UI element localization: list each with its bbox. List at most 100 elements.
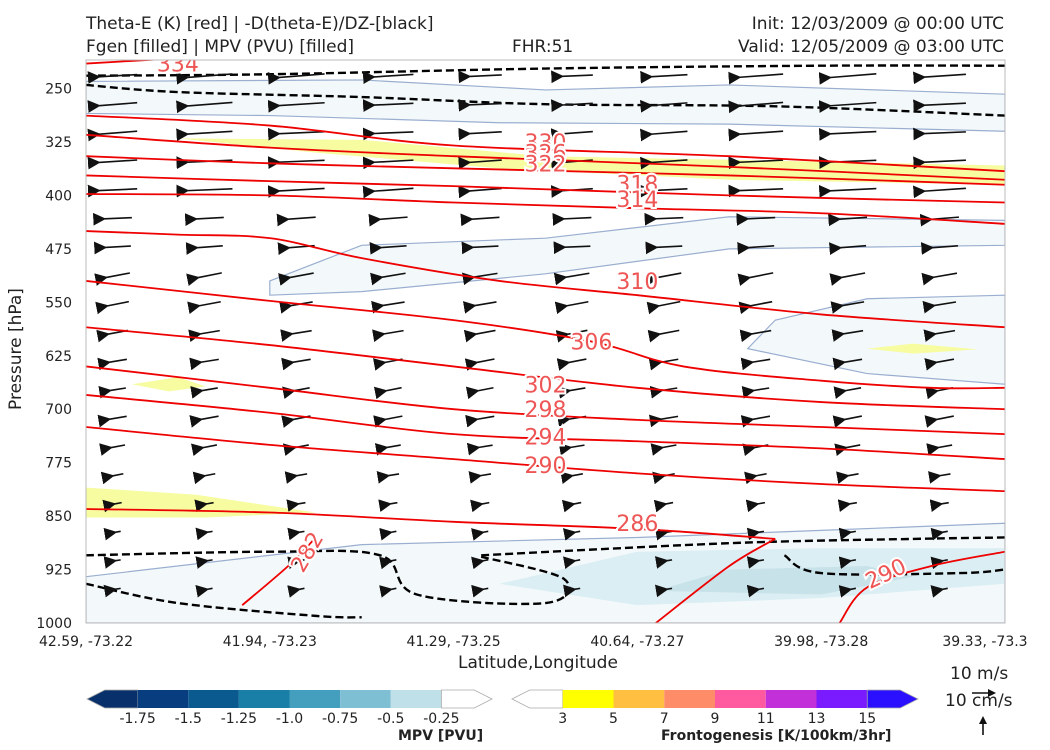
theta-e-label: 294: [525, 425, 567, 450]
mpv-colorbar-swatch: [238, 690, 290, 708]
wind-vector: [87, 184, 138, 198]
y-tick-label: 550: [45, 295, 72, 311]
wind-vector: [87, 156, 138, 170]
wind-vector: [458, 127, 502, 141]
axes: 250 325 400 475 550 625 700 775 850 925 1000 42.59,…: [36, 82, 1027, 650]
wind-vector: [192, 471, 216, 485]
mpv-colorbar-tick: -1.0: [276, 711, 303, 727]
wind-vector: [471, 528, 489, 541]
wind-vector: [930, 527, 948, 541]
wind-vector: [362, 71, 414, 84]
fgen-colorbar-swatch: [715, 690, 766, 708]
theta-e-line: [86, 508, 776, 540]
dashed-contour: [86, 83, 1005, 117]
theta-e-line: [838, 550, 1005, 623]
wind-vector: [829, 272, 866, 286]
x-tick-label: 41.94, -73.23: [223, 634, 317, 650]
wind-vector: [830, 301, 865, 314]
theta-e-line: [86, 133, 1005, 181]
wind-vector: [728, 128, 784, 142]
wind-vector: [471, 556, 489, 570]
wind-vector: [554, 300, 589, 315]
theta-e-line: [86, 174, 1005, 204]
fgen-colorbar-label: Frontogenesis [K/100km/3hr]: [661, 728, 892, 744]
wind-vector: [373, 415, 403, 428]
wind-vector: [836, 471, 859, 484]
wind-vector: [930, 556, 948, 570]
wind-vector: [561, 499, 582, 513]
fhr-label: FHR:51: [512, 37, 574, 57]
mpv-colorbar-swatch: [289, 690, 341, 708]
fgen-colorbar-tick: 9: [711, 711, 720, 727]
wind-vector: [745, 499, 766, 513]
theta-e-line: [86, 230, 1005, 329]
wind-vector: [102, 499, 122, 513]
wind-vector: [560, 471, 583, 485]
wind-vector: [186, 272, 222, 287]
wind-vector: [369, 241, 407, 255]
wind-vector: [736, 213, 776, 226]
wind-vector: [458, 70, 502, 84]
wind-vector: [737, 272, 774, 287]
wind-vector: [362, 127, 414, 141]
wind-vector: [97, 357, 127, 371]
wind-vector: [550, 128, 593, 141]
wind-vector: [460, 213, 500, 227]
wind-vector: [552, 213, 592, 226]
mpv-colorbar-swatch: [86, 689, 139, 709]
title-line-2: Fgen [filled] | MPV (PVU) [filled]: [86, 37, 355, 57]
wind-vector: [833, 386, 862, 399]
wind-vector: [99, 443, 126, 456]
mpv-colorbar-tick: -1.5: [175, 711, 202, 727]
x-tick-label: 39.98, -73.28: [774, 634, 868, 650]
theta-e-line: [86, 193, 1005, 225]
fgen-colorbar-tick: 3: [558, 711, 567, 727]
wind-vector: [818, 127, 877, 141]
wind-vector: [98, 385, 126, 399]
wind-vector: [103, 556, 121, 569]
wind-vector: [640, 156, 688, 170]
theta-e-label: 298: [525, 398, 567, 423]
wind-vector: [470, 499, 490, 513]
wind-vector: [746, 584, 765, 598]
wind-vector: [922, 300, 957, 314]
wind-vector: [458, 156, 502, 170]
wind-vector: [728, 156, 784, 170]
wind-vector: [740, 357, 771, 371]
wind-vector: [746, 527, 765, 541]
y-tick-label: 700: [45, 402, 72, 418]
wind-vector: [267, 185, 325, 198]
dashed-contour: [86, 64, 1005, 77]
theta-e-label: 318: [616, 172, 658, 197]
x-tick-label: 41.29, -73.25: [407, 634, 501, 650]
theta-e-line: [241, 536, 317, 606]
theta-e-line: [86, 394, 1005, 460]
wind-vector: [923, 329, 956, 342]
theta-e-label: 302: [525, 373, 567, 398]
wind-vector: [838, 527, 856, 541]
theta-e-label: 314: [616, 188, 658, 213]
theta-e-label: 286: [616, 512, 658, 537]
theta-e-line: [86, 114, 1005, 173]
wind-vector: [458, 98, 502, 112]
wind-vector: [362, 156, 414, 170]
wind-vector: [87, 128, 138, 142]
wind-vector: [913, 71, 966, 85]
wind-vector: [188, 329, 220, 343]
wind-vector: [740, 415, 771, 428]
wind-vector: [93, 241, 131, 255]
y-tick-label: 625: [45, 349, 72, 365]
theta-e-line: [86, 280, 1005, 390]
colorbars: -1.75 -1.5 -1.25 -1.0 -0.75 -0.5 -0.25 3 5 7 9 11 13…: [86, 689, 996, 735]
y-tick-label: 925: [45, 563, 72, 579]
wind-vector: [924, 358, 955, 371]
wind-vector: [281, 357, 311, 371]
wind-vector: [556, 358, 587, 371]
plot-frame: [85, 59, 1006, 624]
wind-vector: [640, 184, 688, 198]
theta-e-line: [86, 365, 1005, 436]
wind-vector: [458, 185, 502, 199]
theta-e-line: [86, 155, 1005, 186]
wind-vector: [563, 584, 581, 598]
wind-vector: [379, 527, 397, 541]
